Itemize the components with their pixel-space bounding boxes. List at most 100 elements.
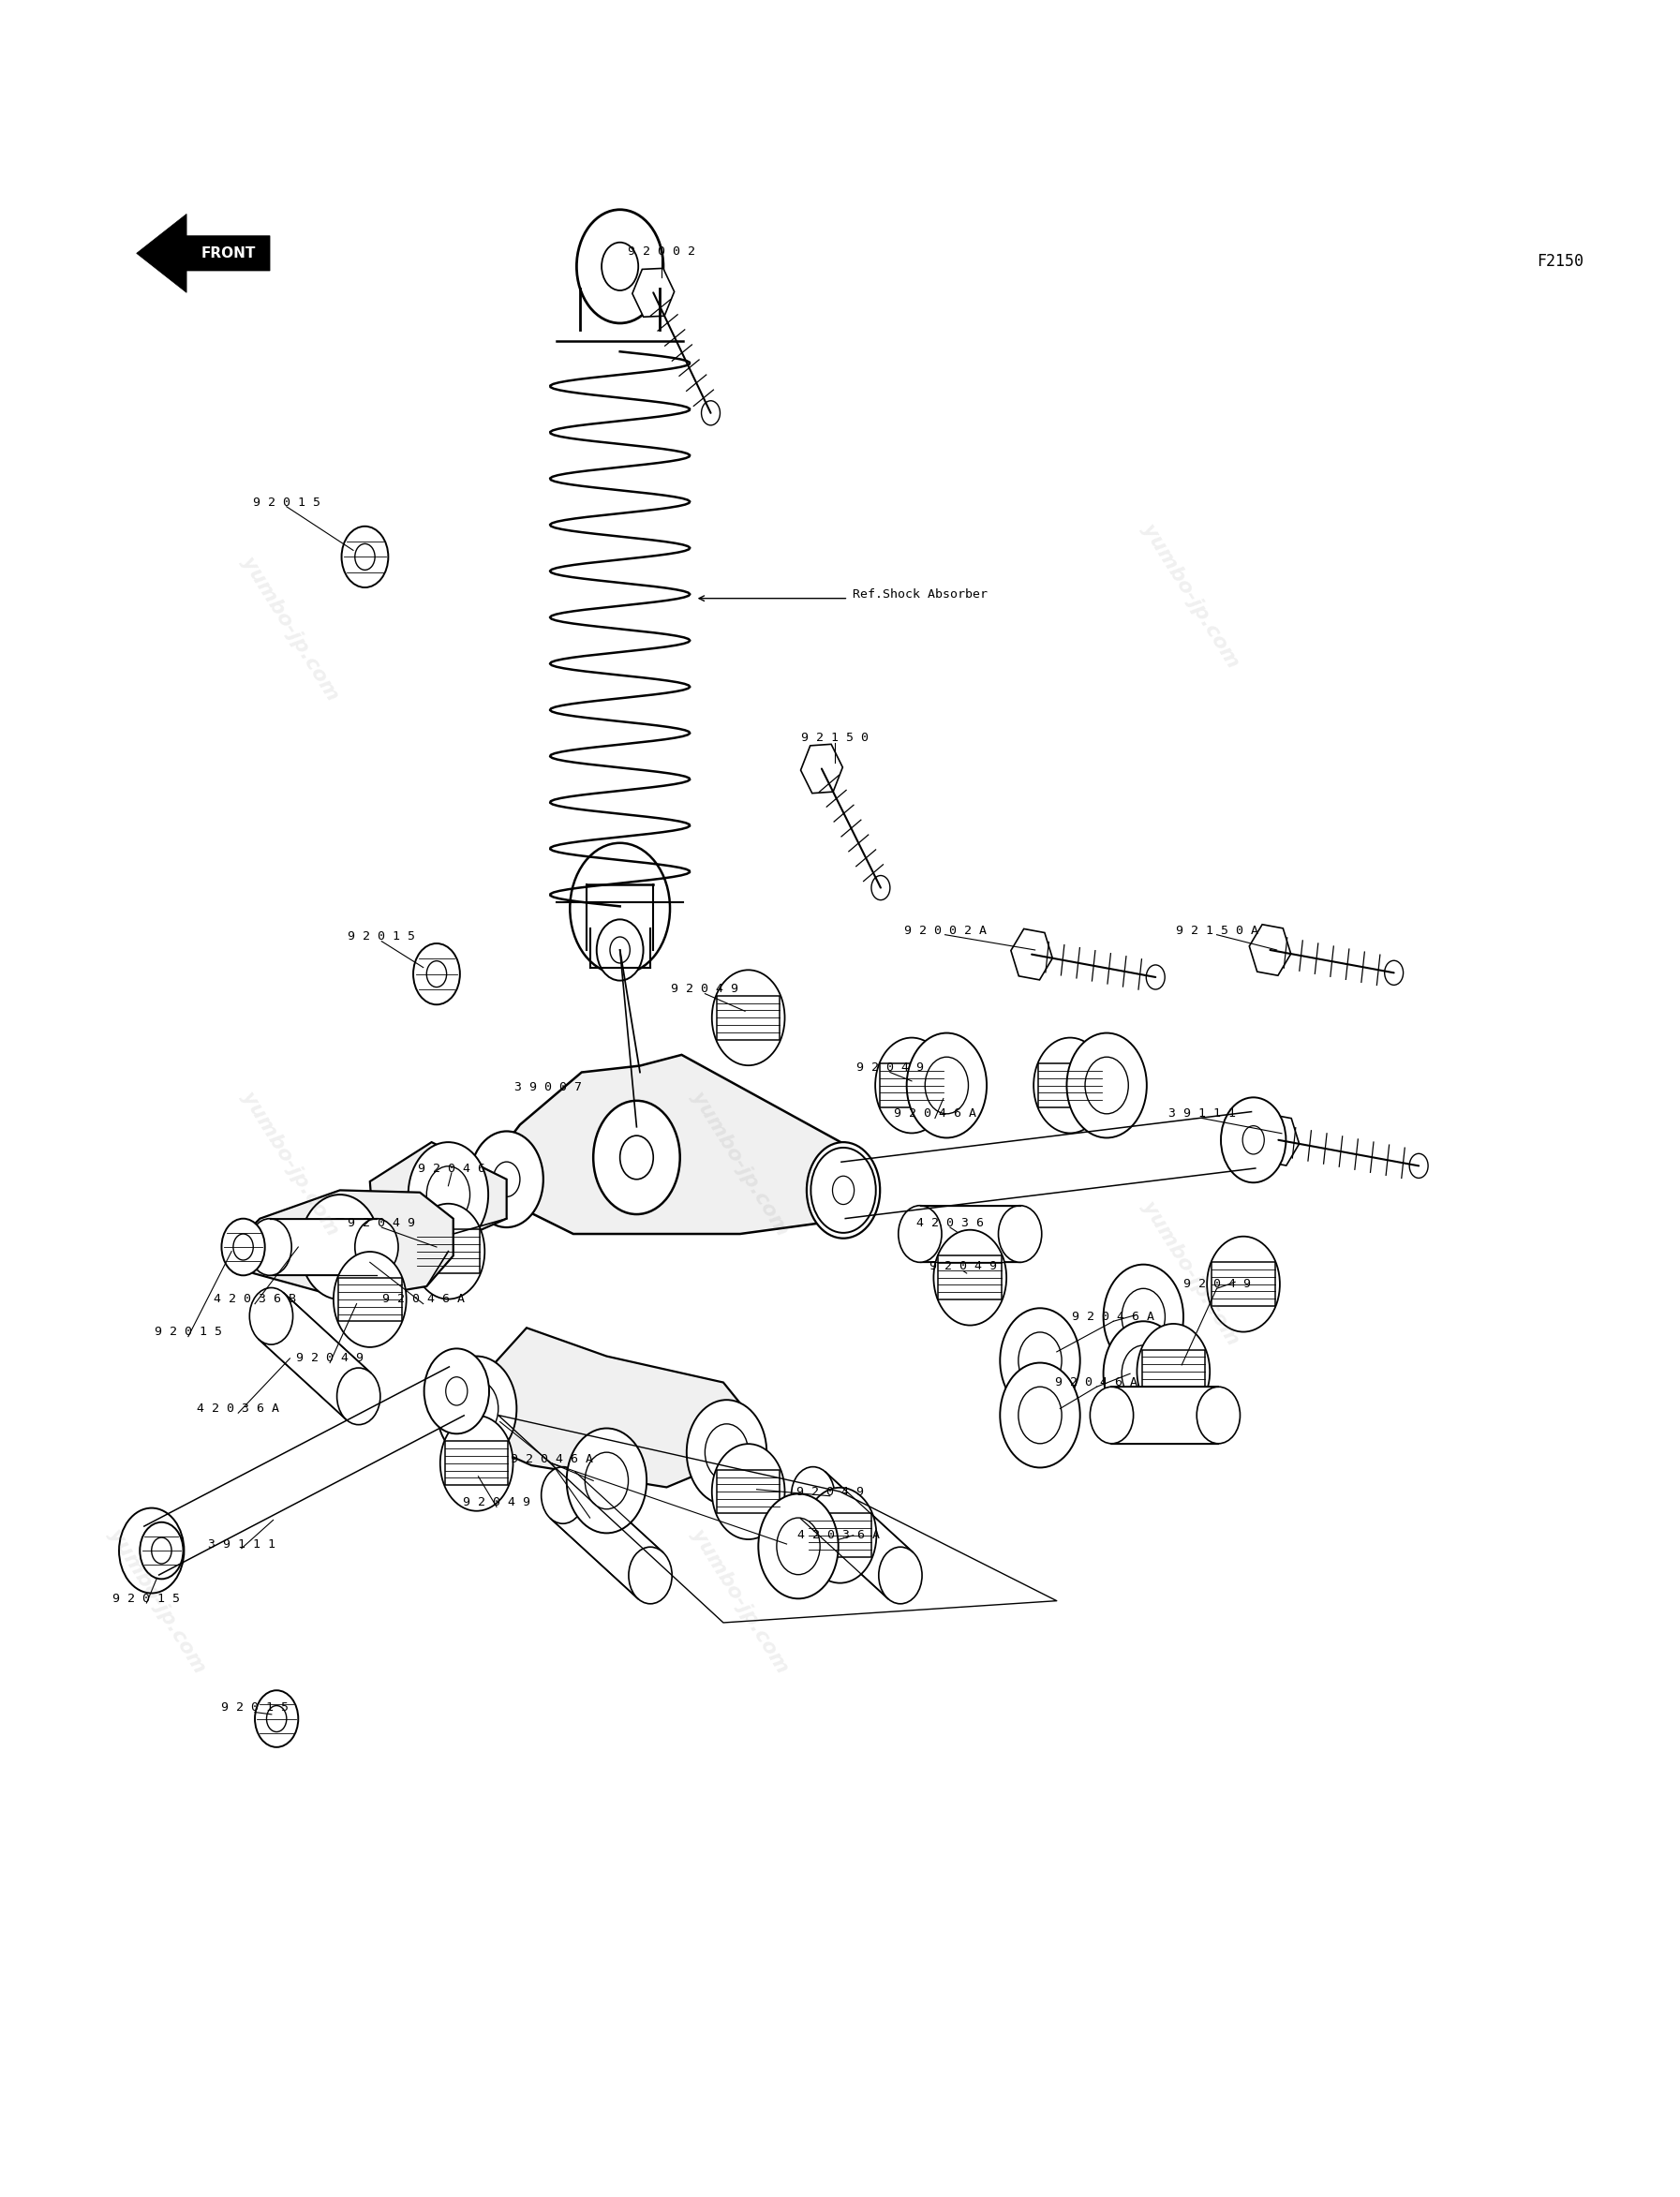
Circle shape — [998, 1206, 1042, 1263]
Circle shape — [301, 1195, 380, 1298]
Text: 9 2 0 4 9: 9 2 0 4 9 — [1183, 1279, 1250, 1290]
Text: 9 2 1 5 0: 9 2 1 5 0 — [801, 732, 869, 745]
Polygon shape — [1258, 1114, 1299, 1167]
Text: 9 2 0 4 9: 9 2 0 4 9 — [672, 984, 739, 995]
Circle shape — [119, 1507, 185, 1593]
Text: 9 2 0 4 9: 9 2 0 4 9 — [296, 1353, 363, 1364]
Circle shape — [250, 1287, 292, 1345]
Circle shape — [437, 1356, 517, 1461]
Polygon shape — [136, 213, 270, 292]
Text: 3 9 0 0 7: 3 9 0 0 7 — [514, 1081, 581, 1094]
Circle shape — [1206, 1237, 1280, 1331]
Text: 9 2 0 4 9: 9 2 0 4 9 — [464, 1496, 531, 1509]
Circle shape — [440, 1415, 512, 1512]
Polygon shape — [801, 745, 843, 793]
Circle shape — [1196, 1386, 1240, 1443]
Circle shape — [811, 1147, 875, 1233]
Polygon shape — [370, 1142, 507, 1252]
Text: 9 2 0 0 2 A: 9 2 0 0 2 A — [904, 925, 986, 936]
Text: 9 2 0 1 5: 9 2 0 1 5 — [222, 1703, 289, 1714]
Polygon shape — [551, 1472, 662, 1599]
Polygon shape — [270, 1219, 376, 1276]
Polygon shape — [232, 1191, 454, 1298]
Circle shape — [255, 1689, 299, 1747]
Circle shape — [712, 1443, 785, 1540]
Text: 4 2 0 3 6 A: 4 2 0 3 6 A — [796, 1529, 880, 1542]
Polygon shape — [939, 1257, 1001, 1298]
Text: 9 2 0 4 9: 9 2 0 4 9 — [348, 1217, 415, 1228]
Circle shape — [408, 1142, 489, 1248]
Circle shape — [1104, 1320, 1183, 1426]
Polygon shape — [259, 1292, 371, 1419]
Text: 4 2 0 3 6: 4 2 0 3 6 — [916, 1217, 984, 1228]
Circle shape — [249, 1219, 292, 1276]
Polygon shape — [880, 1063, 944, 1107]
Circle shape — [1090, 1386, 1134, 1443]
Circle shape — [1033, 1037, 1107, 1134]
Polygon shape — [338, 1279, 402, 1320]
Circle shape — [593, 1101, 680, 1215]
Circle shape — [570, 844, 670, 973]
Text: 3 9 1 1 1: 3 9 1 1 1 — [208, 1538, 276, 1551]
Circle shape — [334, 1252, 407, 1347]
Polygon shape — [921, 1206, 1020, 1263]
Polygon shape — [1142, 1349, 1205, 1393]
Circle shape — [803, 1487, 877, 1584]
Text: 9 2 0 4 6 A: 9 2 0 4 6 A — [894, 1107, 976, 1120]
Circle shape — [712, 969, 785, 1066]
Circle shape — [139, 1523, 183, 1580]
Text: 9 2 1 5 0 A: 9 2 1 5 0 A — [1176, 925, 1258, 936]
Circle shape — [875, 1037, 948, 1134]
Text: yumbo-jp.com: yumbo-jp.com — [239, 554, 343, 705]
Circle shape — [1000, 1307, 1080, 1413]
Text: 9 2 0 4 9: 9 2 0 4 9 — [796, 1485, 864, 1498]
Circle shape — [222, 1219, 265, 1276]
Circle shape — [806, 1142, 880, 1239]
Circle shape — [1104, 1265, 1183, 1369]
Circle shape — [338, 1369, 380, 1424]
Circle shape — [791, 1468, 835, 1523]
Circle shape — [341, 527, 388, 587]
Text: FRONT: FRONT — [202, 246, 255, 259]
Circle shape — [1221, 1098, 1285, 1182]
Text: 9 2 0 1 5: 9 2 0 1 5 — [155, 1327, 222, 1338]
Circle shape — [899, 1206, 942, 1263]
Circle shape — [1000, 1362, 1080, 1468]
Polygon shape — [717, 1470, 780, 1514]
Polygon shape — [1211, 1263, 1275, 1305]
Polygon shape — [717, 995, 780, 1039]
Circle shape — [576, 209, 664, 323]
Text: 9 2 0 4 6 A: 9 2 0 4 6 A — [381, 1294, 464, 1305]
Polygon shape — [808, 1514, 872, 1558]
Polygon shape — [445, 1441, 509, 1485]
Text: yumbo-jp.com: yumbo-jp.com — [1137, 521, 1242, 672]
Text: F2150: F2150 — [1537, 253, 1584, 270]
Polygon shape — [417, 1230, 480, 1274]
Text: yumbo-jp.com: yumbo-jp.com — [689, 1088, 791, 1239]
Text: 9 2 0 4 9: 9 2 0 4 9 — [929, 1261, 998, 1272]
Text: 4 2 0 3 6 B: 4 2 0 3 6 B — [213, 1294, 296, 1305]
Polygon shape — [801, 1472, 912, 1599]
Circle shape — [907, 1033, 986, 1138]
Circle shape — [596, 918, 643, 980]
Text: 9 2 0 4 6 A: 9 2 0 4 6 A — [1072, 1312, 1154, 1323]
Polygon shape — [494, 1055, 860, 1235]
Text: yumbo-jp.com: yumbo-jp.com — [1137, 1197, 1242, 1349]
Polygon shape — [1011, 929, 1052, 980]
Text: 9 2 0 4 6: 9 2 0 4 6 — [418, 1162, 486, 1175]
Text: 9 2 0 4 9: 9 2 0 4 9 — [857, 1061, 924, 1074]
Circle shape — [412, 1204, 486, 1298]
Circle shape — [687, 1399, 766, 1505]
Text: yumbo-jp.com: yumbo-jp.com — [104, 1525, 208, 1676]
Circle shape — [541, 1468, 585, 1523]
Circle shape — [758, 1494, 838, 1599]
Circle shape — [1067, 1033, 1147, 1138]
Text: yumbo-jp.com: yumbo-jp.com — [689, 1525, 791, 1676]
Text: 9 2 0 4 6 A: 9 2 0 4 6 A — [1055, 1375, 1137, 1389]
Circle shape — [934, 1230, 1006, 1325]
Text: 9 2 0 4 6 A: 9 2 0 4 6 A — [511, 1452, 593, 1465]
Text: Ref.Shock Absorber: Ref.Shock Absorber — [852, 589, 988, 600]
Text: 9 2 0 1 5: 9 2 0 1 5 — [113, 1593, 180, 1604]
Circle shape — [566, 1428, 647, 1534]
Text: 3 9 1 1 1: 3 9 1 1 1 — [1168, 1107, 1235, 1120]
